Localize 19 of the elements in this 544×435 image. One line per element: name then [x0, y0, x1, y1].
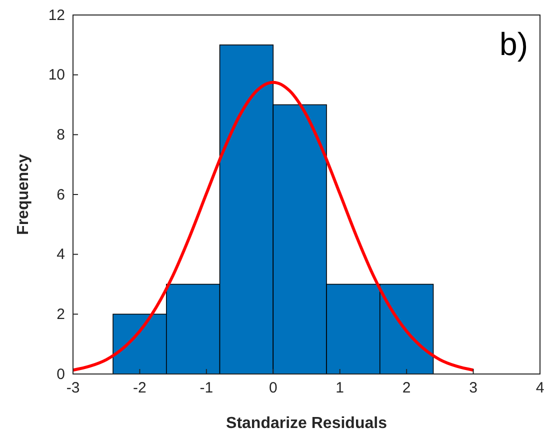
x-axis-title: Standarize Residuals — [226, 415, 388, 432]
line-series — [72, 80, 475, 372]
x-tick-label: 2 — [402, 380, 411, 397]
x-tick-label: 1 — [336, 380, 344, 397]
y-tick-label: 8 — [56, 126, 65, 144]
x-tick-label: 3 — [469, 380, 478, 397]
x-tick-label: -1 — [200, 380, 214, 397]
x-tick-label: -3 — [66, 380, 80, 397]
y-tick-label: 10 — [48, 66, 65, 84]
x-tick-label: 4 — [536, 380, 544, 397]
y-tick-label: 0 — [56, 366, 65, 383]
x-tick-label: -2 — [133, 380, 146, 397]
y-tick-label: 2 — [56, 306, 65, 323]
x-tick-label: 0 — [268, 380, 278, 397]
y-tick-label: 6 — [56, 186, 65, 204]
y-tick-label: 12 — [48, 6, 65, 24]
annotation: b) — [500, 26, 528, 62]
y-axis-title: Frequency — [15, 154, 32, 235]
y-tick-label: 4 — [56, 246, 65, 264]
